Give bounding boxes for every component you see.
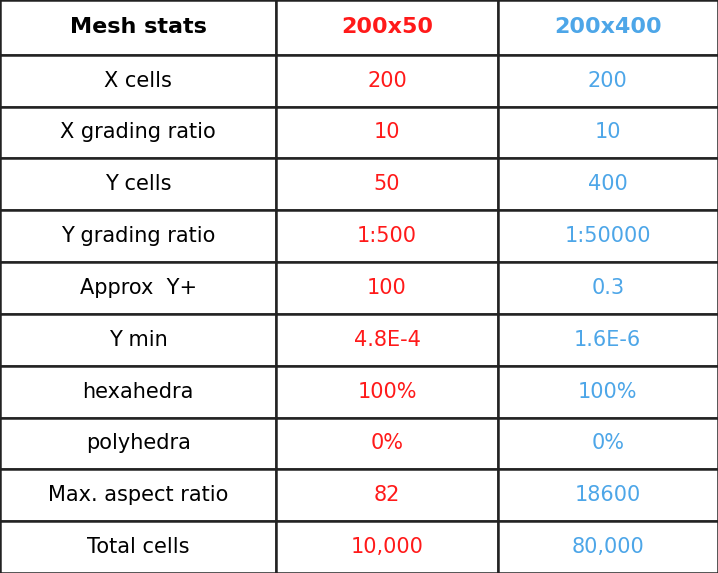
Bar xyxy=(0,314,276,366)
Text: hexahedra: hexahedra xyxy=(83,382,194,402)
Text: 100: 100 xyxy=(367,278,407,298)
Text: Y min: Y min xyxy=(109,330,167,350)
Text: X grading ratio: X grading ratio xyxy=(60,123,216,143)
Bar xyxy=(276,469,498,521)
Text: Y grading ratio: Y grading ratio xyxy=(61,226,215,246)
Bar xyxy=(276,521,498,573)
Text: 1:500: 1:500 xyxy=(357,226,417,246)
Bar xyxy=(0,54,276,107)
Bar xyxy=(0,210,276,262)
Text: 0%: 0% xyxy=(370,433,404,453)
Text: 0%: 0% xyxy=(592,433,624,453)
Bar xyxy=(276,54,498,107)
Bar xyxy=(0,469,276,521)
Bar xyxy=(0,262,276,314)
Bar xyxy=(276,158,498,210)
Bar xyxy=(276,210,498,262)
Text: 100%: 100% xyxy=(578,382,638,402)
Bar xyxy=(276,314,498,366)
Bar xyxy=(498,521,718,573)
Text: polyhedra: polyhedra xyxy=(85,433,191,453)
Bar xyxy=(276,366,498,418)
Text: 400: 400 xyxy=(588,174,628,194)
Bar xyxy=(0,366,276,418)
Text: 200x400: 200x400 xyxy=(554,17,661,37)
Text: 10,000: 10,000 xyxy=(350,537,424,557)
Text: 0.3: 0.3 xyxy=(591,278,625,298)
Text: Y cells: Y cells xyxy=(105,174,172,194)
Text: 200: 200 xyxy=(588,70,628,91)
Text: 1.6E-6: 1.6E-6 xyxy=(574,330,641,350)
Text: 100%: 100% xyxy=(358,382,416,402)
Text: Approx  Y+: Approx Y+ xyxy=(80,278,197,298)
Text: 18600: 18600 xyxy=(574,485,641,505)
Bar xyxy=(498,262,718,314)
Bar xyxy=(276,0,498,54)
Text: Total cells: Total cells xyxy=(87,537,190,557)
Bar xyxy=(0,521,276,573)
Bar xyxy=(498,469,718,521)
Text: Max. aspect ratio: Max. aspect ratio xyxy=(48,485,228,505)
Bar xyxy=(498,366,718,418)
Text: 1:50000: 1:50000 xyxy=(564,226,651,246)
Bar xyxy=(498,54,718,107)
Text: 10: 10 xyxy=(374,123,400,143)
Bar xyxy=(0,158,276,210)
Text: 50: 50 xyxy=(374,174,400,194)
Text: X cells: X cells xyxy=(104,70,172,91)
Bar xyxy=(498,314,718,366)
Bar xyxy=(498,418,718,469)
Bar xyxy=(0,418,276,469)
Bar xyxy=(498,107,718,158)
Text: 82: 82 xyxy=(374,485,400,505)
Text: Mesh stats: Mesh stats xyxy=(70,17,207,37)
Bar xyxy=(498,0,718,54)
Text: 10: 10 xyxy=(595,123,621,143)
Text: 4.8E-4: 4.8E-4 xyxy=(353,330,421,350)
Bar xyxy=(0,0,276,54)
Bar xyxy=(498,158,718,210)
Text: 80,000: 80,000 xyxy=(572,537,644,557)
Bar xyxy=(276,262,498,314)
Bar xyxy=(276,418,498,469)
Bar xyxy=(0,107,276,158)
Bar xyxy=(498,210,718,262)
Text: 200: 200 xyxy=(367,70,407,91)
Bar xyxy=(276,107,498,158)
Text: 200x50: 200x50 xyxy=(341,17,433,37)
